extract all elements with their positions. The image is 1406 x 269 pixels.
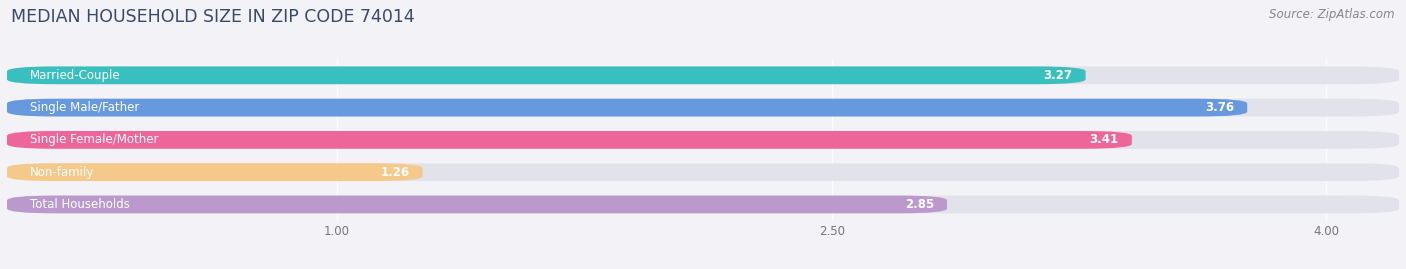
FancyBboxPatch shape — [7, 131, 1399, 149]
FancyBboxPatch shape — [7, 196, 1399, 213]
FancyBboxPatch shape — [7, 66, 1085, 84]
Text: Source: ZipAtlas.com: Source: ZipAtlas.com — [1270, 8, 1395, 21]
FancyBboxPatch shape — [7, 99, 1247, 116]
Text: Married-Couple: Married-Couple — [30, 69, 121, 82]
FancyBboxPatch shape — [7, 163, 423, 181]
FancyBboxPatch shape — [7, 66, 1399, 84]
FancyBboxPatch shape — [7, 196, 948, 213]
Text: 3.27: 3.27 — [1043, 69, 1073, 82]
Text: 2.85: 2.85 — [904, 198, 934, 211]
Text: 1.26: 1.26 — [380, 166, 409, 179]
FancyBboxPatch shape — [7, 99, 1399, 116]
FancyBboxPatch shape — [7, 163, 1399, 181]
Text: 3.41: 3.41 — [1090, 133, 1119, 146]
Text: Total Households: Total Households — [30, 198, 129, 211]
FancyBboxPatch shape — [7, 131, 1132, 149]
Text: MEDIAN HOUSEHOLD SIZE IN ZIP CODE 74014: MEDIAN HOUSEHOLD SIZE IN ZIP CODE 74014 — [11, 8, 415, 26]
Text: Single Male/Father: Single Male/Father — [30, 101, 139, 114]
Text: 3.76: 3.76 — [1205, 101, 1234, 114]
Text: Non-family: Non-family — [30, 166, 94, 179]
Text: Single Female/Mother: Single Female/Mother — [30, 133, 159, 146]
